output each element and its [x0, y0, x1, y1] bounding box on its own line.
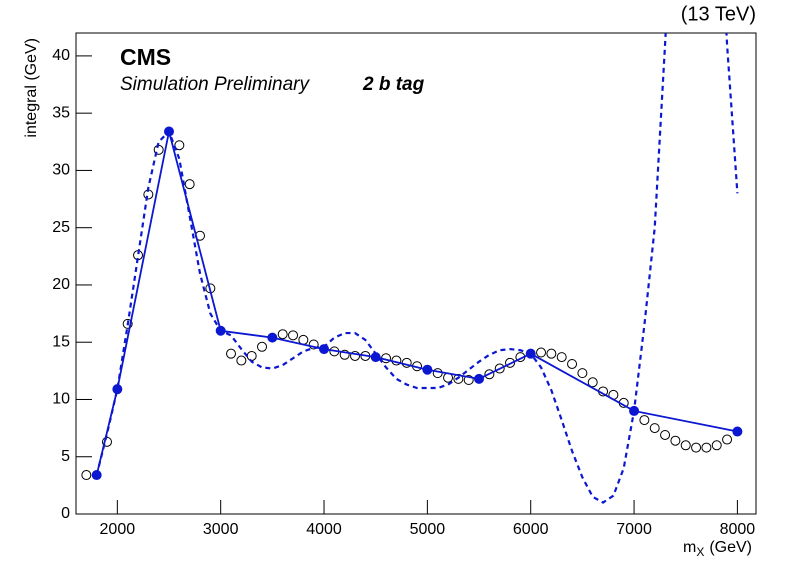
- filled-marker: [319, 344, 330, 355]
- open-marker: [226, 348, 237, 359]
- y-axis-label: integral (GeV): [23, 38, 40, 138]
- open-marker: [556, 352, 567, 363]
- filled-marker: [422, 364, 433, 375]
- plot-frame: [75, 32, 757, 515]
- filled-marker: [91, 470, 102, 481]
- filled-marker: [629, 405, 640, 416]
- y-tick-label: 25: [52, 219, 70, 236]
- y-tick-label: 15: [52, 333, 70, 350]
- series-line: [95, 131, 738, 476]
- open-marker: [567, 358, 578, 369]
- filled-marker: [732, 426, 743, 437]
- open-marker: [639, 415, 650, 426]
- open-marker: [649, 423, 660, 434]
- open-marker: [184, 179, 195, 190]
- x-tick-label: 3000: [203, 521, 239, 538]
- x-tick-label: 2000: [100, 521, 136, 538]
- y-tick-label: 5: [61, 448, 70, 465]
- filled-marker: [525, 348, 536, 359]
- x-axis-label-sub: X: [696, 545, 704, 559]
- open-marker: [722, 434, 733, 445]
- filled-marker: [267, 332, 278, 343]
- energy-label: (13 TeV): [681, 3, 756, 25]
- open-marker: [81, 470, 92, 481]
- x-tick-label: 4000: [306, 521, 342, 538]
- open-marker: [174, 140, 185, 151]
- subtitle: Simulation Preliminary: [120, 74, 311, 95]
- open-marker: [288, 330, 299, 341]
- open-marker: [246, 350, 257, 361]
- plot-area: [81, 33, 743, 504]
- filled-marker: [112, 384, 123, 395]
- open-marker: [670, 435, 681, 446]
- dashed-curve: [95, 33, 739, 504]
- open-marker: [277, 329, 288, 340]
- open-marker: [536, 347, 547, 358]
- open-marker: [505, 357, 516, 368]
- filled-marker: [215, 325, 226, 336]
- x-axis-label: mX (GeV): [683, 539, 752, 559]
- x-tick-label: 6000: [513, 521, 549, 538]
- x-tick-label: 7000: [616, 521, 652, 538]
- open-marker: [308, 339, 319, 350]
- open-marker: [339, 349, 350, 360]
- x-axis-label-unit: (GeV): [709, 539, 752, 556]
- open-marker: [587, 377, 598, 388]
- y-tick-label: 40: [52, 47, 70, 64]
- filled-marker: [164, 126, 175, 137]
- open-marker: [122, 318, 133, 329]
- y-tick-label: 0: [61, 505, 70, 522]
- open-marker: [350, 350, 361, 361]
- open-marker: [660, 429, 671, 440]
- open-marker: [463, 375, 474, 386]
- open-marker: [484, 369, 495, 380]
- y-tick-label: 35: [52, 104, 70, 121]
- open-marker: [701, 442, 712, 453]
- category-label: 2 b tag: [362, 74, 425, 95]
- open-marker: [691, 442, 702, 453]
- open-marker: [494, 363, 505, 374]
- open-marker: [432, 368, 443, 379]
- filled-marker: [474, 373, 485, 384]
- open-marker: [236, 355, 247, 366]
- experiment-label: CMS: [120, 44, 171, 70]
- x-tick-label: 8000: [720, 521, 756, 538]
- y-tick-label: 20: [52, 276, 70, 293]
- open-marker: [680, 440, 691, 451]
- filled-marker: [370, 352, 381, 363]
- x-axis-label-main: m: [683, 539, 696, 556]
- open-marker: [257, 341, 268, 352]
- y-tick-label: 30: [52, 162, 70, 179]
- open-marker: [711, 440, 722, 451]
- open-marker: [577, 368, 588, 379]
- x-tick-label: 5000: [410, 521, 446, 538]
- open-marker: [546, 348, 557, 359]
- y-tick-label: 10: [52, 391, 70, 408]
